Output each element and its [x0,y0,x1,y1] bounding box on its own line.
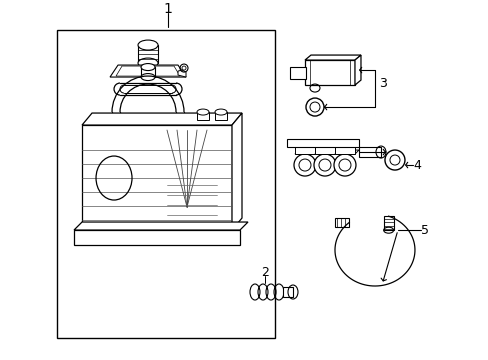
Polygon shape [314,150,338,154]
Polygon shape [178,70,185,77]
Ellipse shape [197,109,208,115]
Bar [197,112,208,120]
Polygon shape [354,55,360,85]
Bar [57,30,274,338]
Polygon shape [334,150,358,154]
Bar [383,216,393,230]
Ellipse shape [215,109,226,115]
Bar [289,67,305,79]
Text: 5: 5 [420,224,428,237]
Bar [82,125,231,230]
Polygon shape [231,113,242,230]
Text: 3: 3 [378,77,386,90]
Bar [335,219,348,228]
Text: 4: 4 [412,158,420,171]
Polygon shape [114,84,182,94]
Bar [138,45,158,63]
Bar [305,60,354,85]
Bar [286,139,358,147]
Polygon shape [110,65,185,77]
Polygon shape [294,150,318,154]
Text: 2: 2 [261,266,268,279]
Ellipse shape [141,73,155,81]
Bar [334,146,354,154]
Ellipse shape [138,58,158,68]
Text: 1: 1 [163,2,172,16]
Ellipse shape [333,154,355,176]
Ellipse shape [141,64,155,71]
Bar [215,112,226,120]
Ellipse shape [313,154,335,176]
Polygon shape [74,222,247,230]
Bar [74,230,240,245]
Ellipse shape [138,40,158,50]
Polygon shape [82,113,242,125]
Bar [314,146,334,154]
Bar [358,147,380,157]
Ellipse shape [293,154,315,176]
Bar [283,287,292,297]
Polygon shape [305,55,360,60]
Bar [141,67,155,77]
Bar [294,146,314,154]
Polygon shape [116,66,180,76]
